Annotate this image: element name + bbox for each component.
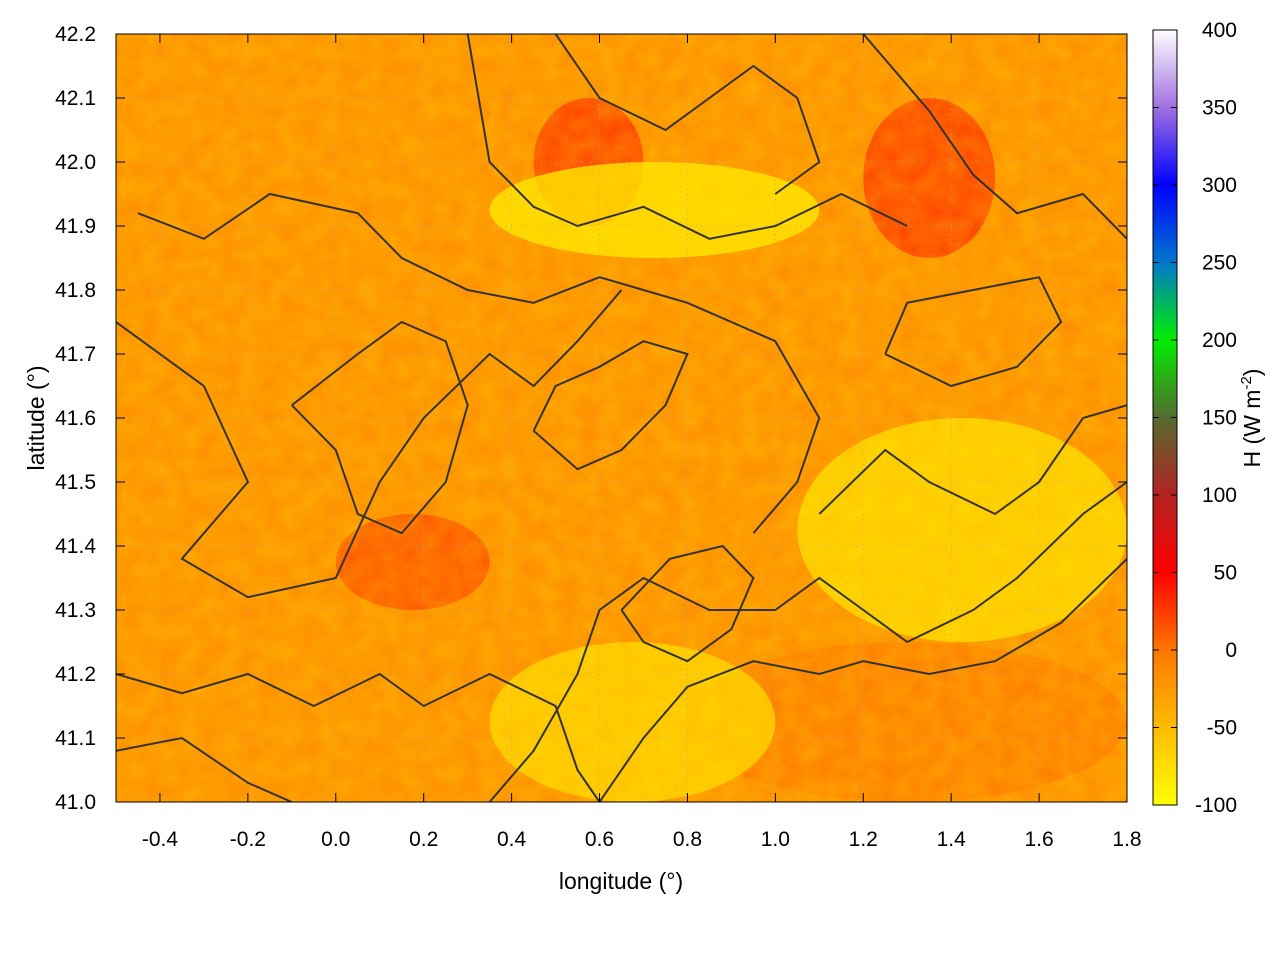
colorbar-label: H (W m-2) (1238, 369, 1265, 468)
colorbar-tick-label: 350 (1202, 97, 1237, 120)
contour-line (532, 340, 689, 471)
contour-line (862, 34, 1127, 240)
y-tick-label: 41.6 (55, 407, 96, 430)
colorbar-label-sup: -2 (1238, 376, 1255, 389)
x-tick-label: 0.0 (321, 828, 350, 851)
contour-line (116, 672, 601, 802)
contour-line (818, 404, 1127, 516)
x-tick-label: 1.6 (1024, 828, 1053, 851)
colorbar-tick-label: -100 (1195, 794, 1237, 817)
x-tick-label: 0.6 (585, 828, 614, 851)
y-axis-label: latitude (°) (23, 365, 49, 470)
colorbar-tick-label: 50 (1214, 562, 1237, 585)
colorbar-tick-label: -50 (1207, 717, 1237, 740)
x-tick-label: 0.2 (409, 828, 438, 851)
y-tick-label: 42.2 (55, 23, 96, 46)
contour-line (554, 34, 821, 195)
y-tick-label: 41.0 (55, 791, 96, 814)
y-tick-label: 41.2 (55, 663, 96, 686)
x-axis-label: longitude (°) (559, 868, 683, 894)
y-tick-label: 41.8 (55, 279, 96, 302)
y-tick-label: 41.7 (55, 343, 96, 366)
colorbar-label-main: H (W m (1239, 390, 1265, 468)
x-tick-label: -0.4 (142, 828, 179, 851)
colorbar-label-end: ) (1239, 369, 1265, 377)
plot-area (115, 33, 1128, 803)
y-tick-label: 41.1 (55, 727, 96, 750)
x-tick-label: 1.0 (761, 828, 790, 851)
y-tick-label: 41.4 (55, 535, 96, 558)
y-tick-label: 42.0 (55, 151, 96, 174)
colorbar: -100 -50 0 50 100 150 200 250 300 350 400 H (W m-2… (1152, 19, 1265, 817)
contour-line (884, 276, 1063, 388)
y-axis: 41.0 41.1 41.2 41.3 41.4 41.5 41.6 41.7 41.8 41.9… (55, 23, 1127, 814)
y-tick-label: 41.9 (55, 215, 96, 238)
contour-lines (116, 34, 1127, 802)
x-tick-label: 0.4 (497, 828, 527, 851)
contour-line (598, 558, 1127, 802)
x-tick-label: -0.2 (230, 828, 266, 851)
x-tick-label: 1.8 (1112, 828, 1141, 851)
contour-line (137, 192, 821, 534)
contour-line (620, 544, 755, 663)
colorbar-tick-label: 400 (1202, 19, 1237, 42)
colorbar-tick-label: 0 (1225, 639, 1237, 662)
colorbar-tick-label: 300 (1202, 174, 1237, 197)
y-tick-label: 42.1 (55, 87, 96, 110)
colorbar-ticks: -100 -50 0 50 100 150 200 250 300 350 400 (1153, 19, 1237, 817)
colorbar-tick-label: 250 (1202, 252, 1237, 275)
y-tick-label: 41.3 (55, 599, 96, 622)
colorbar-tick-label: 200 (1202, 329, 1237, 352)
contour-line (291, 320, 469, 535)
colorbar-tick-label: 150 (1202, 407, 1237, 430)
x-tick-label: 0.8 (673, 828, 702, 851)
y-tick-label: 41.5 (55, 471, 96, 494)
contour-line (116, 289, 623, 599)
colorbar-tick-label: 100 (1202, 484, 1237, 507)
x-tick-label: 1.2 (849, 828, 878, 851)
contour-line (466, 34, 908, 240)
x-tick-label: 1.4 (937, 828, 967, 851)
x-axis: -0.4 -0.2 0.0 0.2 0.4 0.6 0.8 1.0 1.2 1.4 1.6 1.8 (142, 34, 1142, 851)
contour-line (488, 481, 1127, 802)
contour-line (116, 736, 293, 802)
